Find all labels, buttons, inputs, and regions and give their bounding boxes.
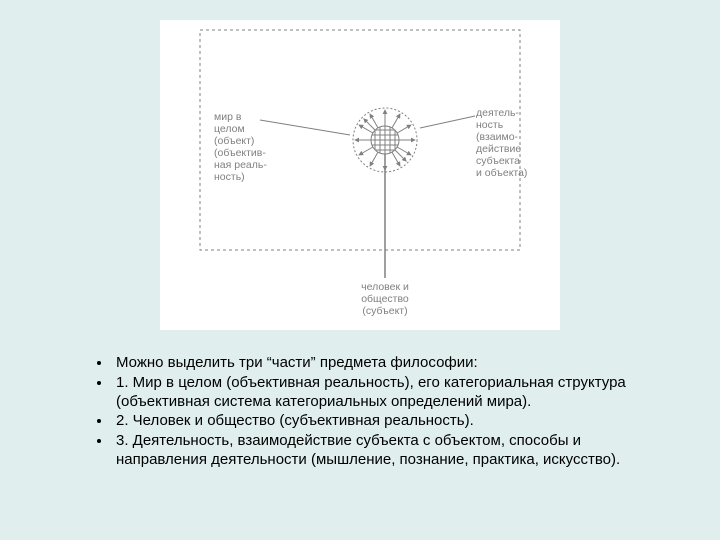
diagram-panel: мир в целом (объект) (объектив- ная реал… — [160, 20, 560, 330]
leader-left — [260, 120, 350, 135]
svg-text:деятель-: деятель- — [476, 107, 519, 119]
bullet-text: 3. Деятельность, взаимодействие субъекта… — [116, 432, 620, 468]
svg-text:человек и: человек и — [361, 281, 409, 293]
bullet-list: Можно выделить три “части” предмета фило… — [90, 354, 640, 471]
philosophy-diagram: мир в целом (объект) (объектив- ная реал… — [160, 20, 560, 330]
svg-text:целом: целом — [214, 123, 245, 135]
slide: мир в целом (объект) (объектив- ная реал… — [0, 0, 720, 540]
label-subject: человек и общество (субъект) — [361, 281, 409, 317]
svg-text:субъекта: субъекта — [476, 155, 520, 167]
svg-text:ная реаль-: ная реаль- — [214, 159, 267, 171]
bullet-item: Можно выделить три “части” предмета фило… — [112, 354, 640, 373]
svg-text:ность: ность — [476, 119, 504, 131]
bullet-text: 2. Человек и общество (субъективная реал… — [116, 412, 474, 429]
bullet-item: 1. Мир в целом (объективная реальность),… — [112, 374, 640, 412]
svg-text:(субъект): (субъект) — [362, 305, 407, 317]
svg-text:общество: общество — [361, 293, 409, 305]
svg-text:(объект): (объект) — [214, 135, 254, 147]
svg-text:действие: действие — [476, 143, 521, 155]
svg-text:и объекта): и объекта) — [476, 167, 527, 179]
label-world: мир в целом (объект) (объектив- ная реал… — [214, 111, 267, 183]
label-activity: деятель- ность (взаимо- действие субъект… — [476, 107, 527, 179]
svg-text:(взаимо-: (взаимо- — [476, 131, 519, 143]
leader-right — [420, 116, 475, 128]
bullet-item: 2. Человек и общество (субъективная реал… — [112, 412, 640, 431]
bullet-item: 3. Деятельность, взаимодействие субъекта… — [112, 432, 640, 470]
subject-core — [371, 126, 399, 154]
bullet-text: 1. Мир в целом (объективная реальность),… — [116, 374, 626, 410]
svg-text:мир в: мир в — [214, 111, 242, 123]
svg-text:ность): ность) — [214, 171, 245, 183]
svg-text:(объектив-: (объектив- — [214, 147, 266, 159]
bullet-text: Можно выделить три “части” предмета фило… — [116, 354, 478, 371]
